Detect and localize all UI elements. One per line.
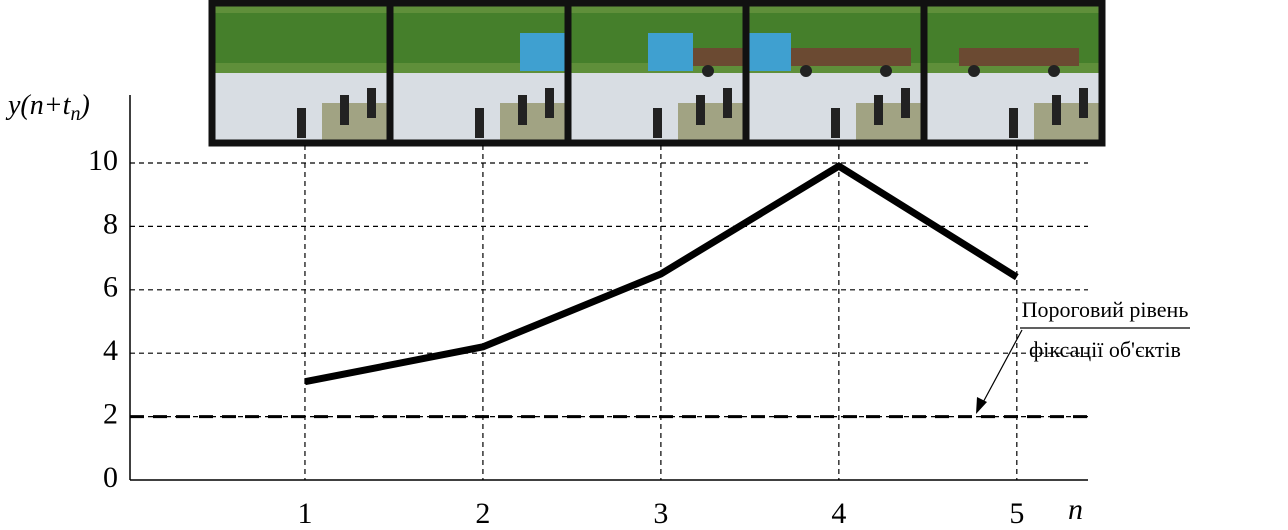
- y-tick-label: 0: [103, 461, 118, 494]
- y-tick-label: 8: [103, 207, 118, 240]
- x-tick-label: 4: [831, 497, 846, 530]
- truck-bed: [791, 48, 911, 66]
- post: [874, 95, 883, 125]
- y-tick-label: 10: [88, 144, 118, 177]
- post: [723, 88, 732, 118]
- page: {"chart_data": {"type": "line", "ylabel"…: [0, 0, 1288, 530]
- x-tick-label: 2: [475, 497, 490, 530]
- y-axis-label-subscript: n: [70, 103, 80, 125]
- post: [831, 108, 840, 138]
- video-frame: [746, 3, 924, 143]
- post: [475, 108, 484, 138]
- frame-grass: [678, 103, 746, 143]
- video-frame: [924, 3, 1102, 143]
- y-axis-label-part: y(n+t: [5, 90, 72, 121]
- x-tick-label: 5: [1009, 497, 1024, 530]
- post: [297, 108, 306, 138]
- frame-trees: [212, 13, 390, 63]
- wheel: [968, 65, 980, 77]
- wheel: [800, 65, 812, 77]
- y-axis-label: y(n+tn): [5, 90, 90, 124]
- data-line: [305, 166, 1017, 382]
- annotation-arrow: [980, 330, 1022, 408]
- wheel: [702, 65, 714, 77]
- video-frames: [212, 3, 1102, 143]
- frame-grass: [1034, 103, 1102, 143]
- post: [1079, 88, 1088, 118]
- y-tick-label: 6: [103, 271, 118, 304]
- post: [653, 108, 662, 138]
- post: [518, 95, 527, 125]
- post: [545, 88, 554, 118]
- video-frame: [212, 3, 390, 143]
- threshold-label: Пороговий рівень: [1022, 297, 1189, 322]
- x-tick-label: 3: [653, 497, 668, 530]
- wheel: [880, 65, 892, 77]
- post: [1009, 108, 1018, 138]
- truck-cab: [648, 33, 693, 71]
- chart: 024681012345y(n+tn)nПороговий рівеньфікс…: [0, 0, 1288, 530]
- y-tick-label: 4: [103, 334, 118, 367]
- x-axis-label: n: [1068, 493, 1083, 526]
- arrow-head: [976, 397, 987, 414]
- y-tick-label: 2: [103, 397, 118, 430]
- post: [367, 88, 376, 118]
- frame-grass: [856, 103, 924, 143]
- frame-grass: [500, 103, 568, 143]
- x-tick-label: 1: [297, 497, 312, 530]
- truck-cab: [520, 33, 565, 71]
- post: [901, 88, 910, 118]
- post: [340, 95, 349, 125]
- truck-cab: [746, 33, 791, 71]
- threshold-label: фіксації об'єктів: [1029, 337, 1181, 362]
- truck-bed: [959, 48, 1079, 66]
- post: [696, 95, 705, 125]
- y-axis-label-part: ): [78, 90, 89, 121]
- wheel: [1048, 65, 1060, 77]
- post: [1052, 95, 1061, 125]
- frame-grass: [322, 103, 390, 143]
